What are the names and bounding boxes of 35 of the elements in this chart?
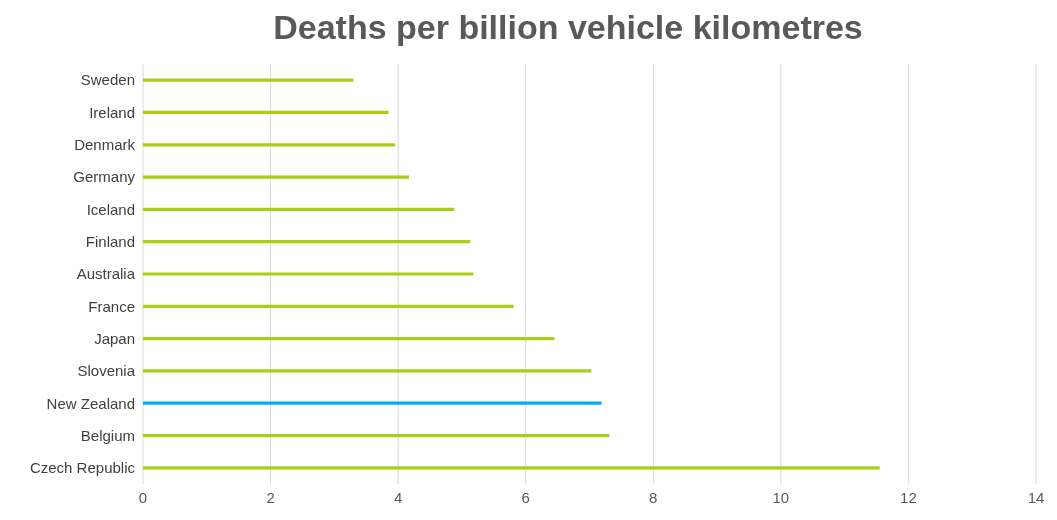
bar <box>143 207 455 211</box>
x-tick-label: 0 <box>138 488 148 506</box>
y-tick-label: Iceland <box>86 200 135 218</box>
x-tick-label: 2 <box>266 488 275 506</box>
y-tick-label: France <box>88 297 135 315</box>
x-tick-label: 6 <box>521 488 530 506</box>
bar <box>143 433 610 438</box>
bar <box>143 175 409 179</box>
bar <box>143 369 592 373</box>
bar <box>143 143 395 147</box>
x-tick-label: 10 <box>772 488 790 506</box>
bar <box>143 337 555 341</box>
y-tick-label: Japan <box>94 329 135 347</box>
bar <box>143 401 602 405</box>
y-tick-label: Denmark <box>74 136 136 154</box>
x-tick-label: 4 <box>393 488 403 506</box>
bar <box>143 78 354 82</box>
bar <box>143 272 474 276</box>
y-tick-label: Czech Republic <box>29 459 136 477</box>
y-tick-label: Ireland <box>89 103 135 121</box>
y-tick-label: Slovenia <box>77 362 136 380</box>
bar <box>143 466 880 470</box>
y-tick-label: Finland <box>85 233 135 251</box>
bar <box>143 240 471 244</box>
y-tick-label: Sweden <box>80 71 135 89</box>
x-tick-label: 8 <box>649 488 658 506</box>
bar <box>143 304 514 308</box>
y-tick-label: Australia <box>76 265 136 283</box>
y-tick-label: Belgium <box>80 426 135 444</box>
x-tick-label: 12 <box>900 488 917 506</box>
bar <box>143 110 389 115</box>
y-tick-label: New Zealand <box>46 394 135 412</box>
chart-title: Deaths per billion vehicle kilometres <box>272 8 864 47</box>
x-tick-label: 14 <box>1027 488 1045 506</box>
y-tick-label: Germany <box>73 168 136 186</box>
